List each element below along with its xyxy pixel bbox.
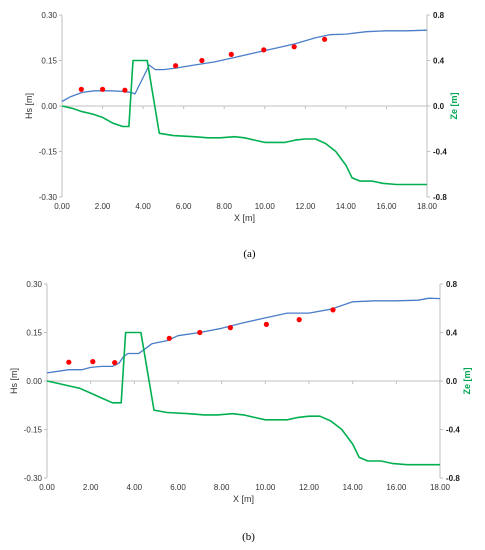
y-left-tick-label: -0.30 — [39, 193, 58, 202]
measured-point — [78, 86, 84, 92]
measured-point — [330, 307, 336, 313]
figure-caption: (b) — [242, 531, 255, 543]
figure-caption: (a) — [243, 248, 256, 260]
x-tick-label: 18.00 — [430, 483, 451, 492]
y-left-tick-label: 0.30 — [26, 280, 42, 289]
chart-panel-2: 0.00 2.00 4.00 6.00 8.00 10.00 12.00 14.00 16.00… — [9, 280, 472, 543]
x-tick-label: 18.00 — [417, 202, 438, 211]
y-right-tick-label: -0.4 — [446, 426, 460, 435]
measured-point — [100, 86, 106, 92]
y-left-tick-label: -0.30 — [24, 474, 43, 483]
x-tick-label: 4.00 — [127, 483, 143, 492]
measured-point — [197, 329, 203, 336]
y-axis-right-label: Ze [m] — [449, 92, 459, 119]
bed-elevation-line — [61, 59, 427, 186]
y-axis-left-label: Hs [m] — [9, 368, 19, 394]
x-tick-label: 4.00 — [135, 202, 151, 211]
x-tick-label: 2.00 — [83, 483, 99, 492]
x-tick-label: 2.00 — [95, 202, 111, 211]
y-right-tick-label: 0.0 — [446, 377, 458, 386]
y-axis-right-label: Ze [m] — [462, 367, 472, 394]
measured-point — [322, 36, 328, 42]
y-right-tick-label: -0.4 — [433, 148, 447, 157]
x-tick-label: 12.00 — [299, 483, 320, 492]
measured-point — [173, 63, 179, 69]
measured-point — [227, 325, 233, 331]
chart-panel-1: 0.00 2.00 4.00 6.00 8.00 10.00 12.00 14.00 16.00… — [24, 11, 459, 260]
x-tick-label: 6.00 — [176, 202, 192, 211]
y-left-tick-label: 0.15 — [41, 57, 57, 66]
x-tick-label: 0.00 — [39, 483, 55, 492]
y-right-tick-label: 0.8 — [433, 11, 445, 20]
measured-point — [112, 360, 118, 366]
measured-point — [291, 44, 297, 50]
x-axis-label: X [m] — [233, 494, 254, 504]
wave-height-line — [46, 297, 441, 374]
y-left-tick-label: 0.30 — [41, 11, 57, 20]
y-axis-left-label: Hs [m] — [24, 93, 34, 119]
y-left-tick-label: -0.15 — [24, 426, 43, 435]
measured-point — [66, 359, 72, 365]
x-tick-label: 8.00 — [216, 202, 232, 211]
y-left-tick-label: -0.15 — [39, 148, 58, 157]
measured-point — [199, 57, 205, 64]
x-tick-label: 12.00 — [295, 202, 316, 211]
y-right-tick-label: -0.8 — [433, 193, 447, 202]
measured-point — [261, 47, 267, 53]
measured-point — [90, 359, 96, 365]
y-right-tick-label: 0.8 — [446, 280, 458, 289]
x-tick-label: 10.00 — [255, 202, 276, 211]
y-right-tick-label: 0.0 — [433, 102, 445, 111]
x-tick-label: 16.00 — [386, 483, 407, 492]
y-left-tick-label: 0.00 — [26, 377, 42, 386]
y-left-tick-label: 0.15 — [26, 329, 42, 338]
x-tick-label: 14.00 — [343, 483, 364, 492]
y-left-tick-label: 0.00 — [41, 102, 57, 111]
measured-point — [296, 317, 302, 323]
x-tick-label: 10.00 — [255, 483, 276, 492]
measured-point — [263, 321, 269, 327]
x-axis-label: X [m] — [234, 213, 255, 223]
x-tick-label: 16.00 — [376, 202, 397, 211]
x-tick-label: 0.00 — [54, 202, 70, 211]
measured-point — [228, 51, 234, 58]
wave-height-line — [61, 29, 428, 103]
x-tick-label: 14.00 — [336, 202, 357, 211]
y-right-tick-label: -0.8 — [446, 474, 460, 483]
x-tick-label: 6.00 — [170, 483, 186, 492]
y-right-tick-label: 0.4 — [433, 57, 445, 66]
measured-point — [166, 335, 172, 341]
y-right-tick-label: 0.4 — [446, 329, 458, 338]
x-tick-label: 8.00 — [214, 483, 230, 492]
bed-elevation-line — [46, 331, 440, 466]
measured-point — [122, 87, 128, 93]
